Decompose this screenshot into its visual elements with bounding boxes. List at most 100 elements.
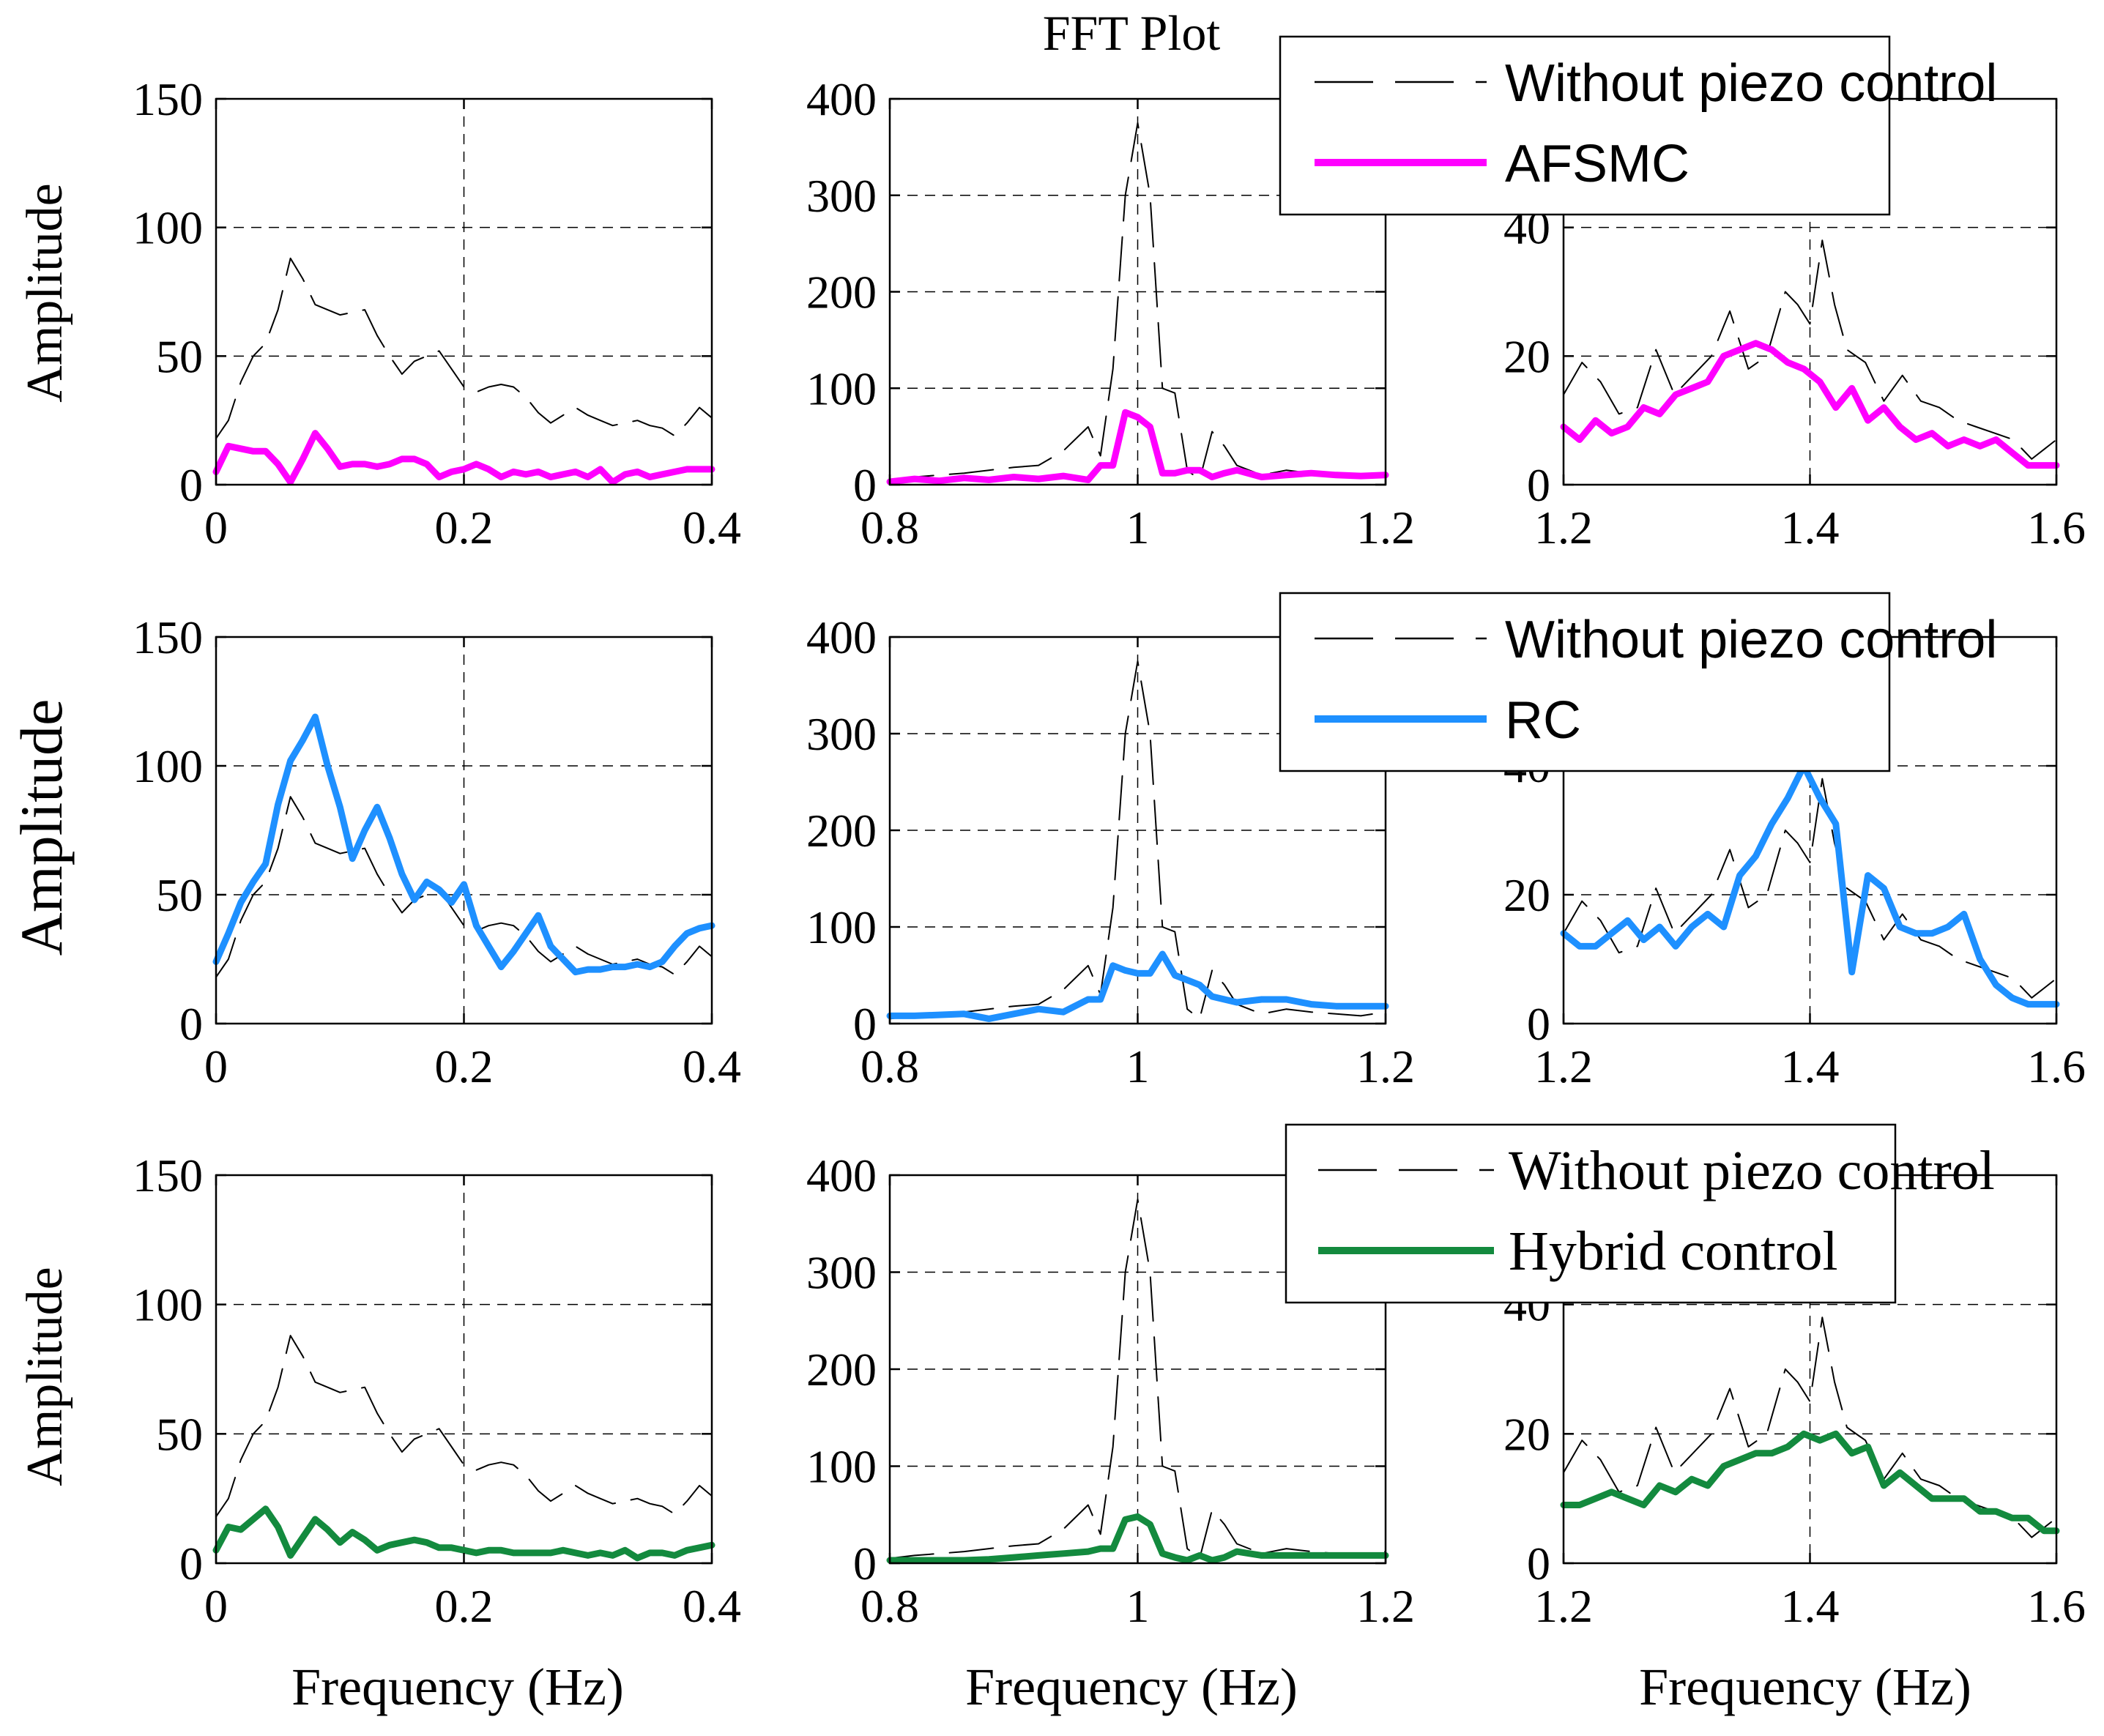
series-reference-line xyxy=(889,660,1386,1020)
y-tick-label: 0 xyxy=(853,998,877,1050)
legend-reference-label: Without piezo control xyxy=(1505,54,1997,113)
y-tick-label: 150 xyxy=(133,1150,203,1202)
y-tick-label: 0 xyxy=(179,1538,203,1590)
y-tick-label: 100 xyxy=(806,362,877,414)
series-afsmc-line xyxy=(886,409,1389,485)
xlabel-col-3: Frequency (Hz) xyxy=(1639,1658,1971,1716)
x-tick-label: 0 xyxy=(204,1040,228,1092)
series-reference-line xyxy=(1563,239,2057,460)
y-tick-label: 0 xyxy=(1527,1538,1550,1590)
y-tick-label: 20 xyxy=(1503,330,1550,382)
ylabel-row-1: Amplitude xyxy=(17,183,73,402)
y-tick-label: 50 xyxy=(156,1408,203,1460)
y-tick-label: 300 xyxy=(806,170,877,222)
y-tick-label: 400 xyxy=(806,611,877,663)
x-tick-label: 1 xyxy=(1126,1040,1150,1092)
x-tick-label: 1.6 xyxy=(2027,1040,2086,1092)
x-tick-label: 1.6 xyxy=(2027,1580,2086,1632)
series-reference-line xyxy=(215,796,713,978)
x-tick-label: 0.4 xyxy=(683,502,741,554)
y-tick-label: 100 xyxy=(133,740,203,792)
x-tick-label: 0 xyxy=(204,1580,228,1632)
x-tick-label: 1.6 xyxy=(2027,502,2086,554)
x-tick-label: 0.2 xyxy=(435,502,494,554)
series-rc-line xyxy=(1560,762,2060,1008)
y-tick-label: 100 xyxy=(806,1441,877,1493)
x-tick-label: 1 xyxy=(1126,502,1150,554)
xlabel-col-1: Frequency (Hz) xyxy=(291,1658,624,1716)
y-tick-label: 100 xyxy=(133,1279,203,1331)
y-tick-label: 150 xyxy=(133,611,203,663)
y-tick-label: 20 xyxy=(1503,869,1550,921)
y-tick-label: 200 xyxy=(806,805,877,857)
series-rc-line xyxy=(886,950,1389,1022)
legend-reference-label: Without piezo control xyxy=(1505,611,1997,669)
x-tick-label: 1.2 xyxy=(1356,502,1415,554)
x-tick-label: 1.2 xyxy=(1356,1040,1415,1092)
ylabel-row-2: Amplitude xyxy=(8,699,75,956)
x-tick-label: 1.2 xyxy=(1356,1580,1415,1632)
y-tick-label: 50 xyxy=(156,330,203,382)
figure-title: FFT Plot xyxy=(1043,5,1221,61)
x-tick-label: 0 xyxy=(204,502,228,554)
ylabel-row-3: Amplitude xyxy=(17,1267,73,1486)
subplot-2-1: 0 50 100 150 0 0.2 0.4 xyxy=(133,611,741,1092)
series-reference-line xyxy=(215,257,713,439)
legend-afsmc-label: AFSMC xyxy=(1505,135,1689,193)
x-tick-label: 0.8 xyxy=(860,1580,919,1632)
series-hybrid-control-line xyxy=(886,1513,1389,1564)
legend-box xyxy=(1279,592,1891,772)
y-tick-label: 300 xyxy=(806,1247,877,1299)
y-tick-label: 0 xyxy=(853,1538,877,1590)
legend-row-3: Without piezo control Hybrid control xyxy=(1285,1123,1995,1304)
legend-row-2: Without piezo control RC xyxy=(1279,592,1997,772)
legend-row-1: Without piezo control AFSMC xyxy=(1279,35,1997,216)
x-tick-label: 0.8 xyxy=(860,502,919,554)
y-tick-label: 400 xyxy=(806,1150,877,1202)
legend-hybrid-label: Hybrid control xyxy=(1509,1221,1838,1282)
legend-rc-label: RC xyxy=(1505,691,1581,750)
legend-box xyxy=(1279,35,1891,216)
y-tick-label: 0 xyxy=(179,998,203,1050)
x-tick-label: 1 xyxy=(1126,1580,1150,1632)
x-tick-label: 0.4 xyxy=(683,1580,741,1632)
series-reference-line xyxy=(215,1335,713,1518)
x-tick-label: 0.4 xyxy=(683,1040,741,1092)
subplot-3-1: 0 50 100 150 0 0.2 0.4 xyxy=(133,1150,741,1632)
x-tick-label: 1.4 xyxy=(1781,502,1840,554)
series-rc-line xyxy=(212,713,715,976)
y-tick-label: 300 xyxy=(806,708,877,760)
legend-reference-label: Without piezo control xyxy=(1509,1140,1995,1202)
y-tick-label: 100 xyxy=(133,202,203,254)
y-tick-label: 50 xyxy=(156,869,203,921)
y-tick-label: 0 xyxy=(1527,459,1550,511)
y-tick-label: 20 xyxy=(1503,1408,1550,1460)
x-tick-label: 1.4 xyxy=(1781,1580,1840,1632)
series-hybrid-control-line xyxy=(212,1505,715,1562)
series-reference-line xyxy=(889,1199,1386,1560)
x-tick-label: 0.2 xyxy=(435,1580,494,1632)
subplot-1-1: 0 50 100 150 0 0.2 0.4 xyxy=(133,73,741,554)
x-tick-label: 1.2 xyxy=(1534,1580,1593,1632)
series-afsmc-line xyxy=(212,430,715,485)
y-tick-label: 200 xyxy=(806,1344,877,1396)
y-tick-label: 100 xyxy=(806,901,877,953)
x-tick-label: 1.4 xyxy=(1781,1040,1840,1092)
series-hybrid-control-line xyxy=(1560,1430,2060,1535)
y-tick-label: 0 xyxy=(853,459,877,511)
y-tick-label: 400 xyxy=(806,73,877,125)
y-tick-label: 0 xyxy=(179,459,203,511)
x-tick-label: 1.2 xyxy=(1534,502,1593,554)
y-tick-label: 150 xyxy=(133,73,203,125)
xlabel-col-2: Frequency (Hz) xyxy=(965,1658,1298,1716)
series-reference-line xyxy=(889,122,1386,481)
series-reference-line xyxy=(1563,778,2057,999)
x-tick-label: 1.2 xyxy=(1534,1040,1593,1092)
legend-box xyxy=(1285,1123,1897,1304)
y-tick-label: 0 xyxy=(1527,998,1550,1050)
series-afsmc-line xyxy=(1560,340,2060,469)
x-tick-label: 0.8 xyxy=(860,1040,919,1092)
y-tick-label: 200 xyxy=(806,267,877,318)
